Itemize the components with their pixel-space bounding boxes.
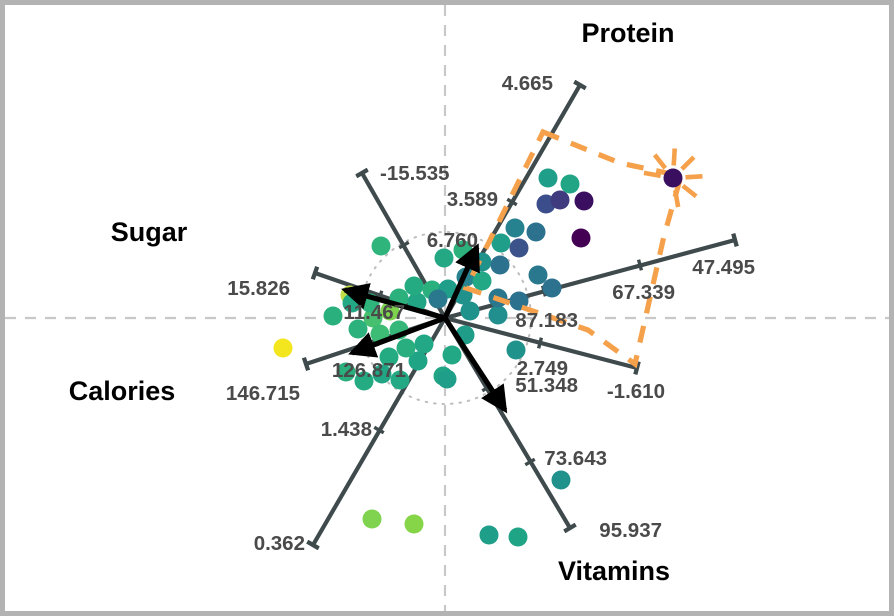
scatter-point [363, 308, 383, 328]
axis-value-label-right-lower: -1.610 [607, 380, 665, 403]
scatter-point [371, 236, 391, 256]
unit-circle [358, 231, 532, 405]
cluster-hull [462, 128, 685, 369]
highlight-spoke [681, 183, 698, 199]
scatter-point [538, 168, 558, 188]
scatter-point [323, 306, 343, 326]
scatter-point [571, 228, 591, 248]
scatter-point [505, 218, 525, 238]
scatter-point [442, 345, 462, 365]
scatter-point [506, 340, 526, 360]
highlight-spoke [652, 153, 668, 170]
axis-value-label-vitamins-lower: 95.937 [599, 519, 662, 542]
scatter-point [408, 351, 428, 371]
axis-value-label-protein-upper: 4.665 [502, 72, 553, 95]
scatter-point [434, 248, 454, 268]
scatter-point [488, 305, 508, 325]
highlight-spoke [680, 155, 696, 171]
scatter-point [490, 255, 510, 275]
scatter-point [379, 347, 399, 367]
axis-value-label-calories-left: 146.715 [226, 382, 300, 405]
scatter-point [479, 525, 499, 545]
axis-tick-vitamins-lower-1 [524, 457, 536, 467]
variable-label-vitamins: Vitamins [558, 556, 670, 586]
scatter-point [526, 222, 546, 242]
scatter-point [551, 470, 571, 490]
loading-vectors [341, 243, 508, 414]
unit-circle [358, 231, 532, 405]
scatter-point [574, 191, 594, 211]
axis-value-label-sugar-mid: 6.760 [427, 229, 478, 252]
scatter-point [396, 338, 416, 358]
scatter-point [428, 289, 448, 309]
scatter-point [362, 509, 382, 529]
highlight-spoke [685, 173, 703, 180]
highlighted-point [643, 148, 703, 208]
axis-value-label-vitamins-inner: 51.348 [515, 374, 578, 397]
axis-tick-right-lower-0 [536, 337, 544, 349]
scatter-point [354, 371, 374, 391]
highlight-spoke [643, 170, 662, 179]
vitamins-loading [442, 316, 508, 414]
axis-value-label-right-inner: 87.183 [515, 309, 578, 332]
axis-tick-labels: 4.665 -15.535 3.589 6.760 15.826 11.467 146.71… [226, 72, 755, 555]
axis-value-label-right-upper: 47.495 [692, 256, 755, 279]
scatter-point [372, 364, 392, 384]
biplot-svg: 4.665 -15.535 3.589 6.760 15.826 11.467 146.71… [5, 5, 889, 611]
sugar-loading [341, 283, 446, 321]
variable-label-protein: Protein [581, 18, 674, 48]
scatter-point [414, 334, 434, 354]
axis-value-label-sugar-upper: -15.535 [380, 162, 450, 185]
variable-label-sugar: Sugar [111, 217, 188, 247]
scatter-point [508, 527, 528, 547]
axis-tick-protein-upper-0 [506, 197, 518, 207]
biplot-canvas: 4.665 -15.535 3.589 6.760 15.826 11.467 146.71… [5, 5, 889, 611]
scatter-point [528, 265, 548, 285]
scatter-point [472, 271, 492, 291]
highlight-spoke [672, 189, 681, 208]
axis-value-label-calories-mid: 126.871 [332, 359, 406, 382]
axis-value-label-sugar-left-mid: 11.467 [343, 301, 405, 324]
scatter-point [390, 370, 410, 390]
highlighted-scatter-point [663, 168, 683, 188]
cluster-hull-outline [462, 128, 685, 369]
axis-value-label-sugar-left: 15.826 [227, 277, 290, 300]
axis-value-label-protein-mid: 3.589 [447, 188, 498, 211]
axis-value-label-right-lower-mid: 2.749 [517, 357, 568, 380]
axis-value-label-right-mid: 67.339 [612, 281, 675, 304]
axis-value-label-vitamins-mid: 73.643 [544, 447, 607, 470]
variable-label-calories: Calories [69, 376, 176, 406]
scatter-point [491, 233, 511, 253]
axis-value-label-bottom-left: 0.362 [254, 532, 305, 555]
scatter-point [460, 301, 480, 321]
protein-loading [442, 243, 480, 320]
axis-tick-right-upper-1 [636, 259, 644, 271]
axis-value-label-bottom-left-mid: 1.438 [321, 418, 372, 441]
scatter-point [542, 278, 562, 298]
scatter-point [437, 369, 457, 389]
scatter-point [336, 362, 356, 382]
calories-loading [348, 315, 446, 358]
scatter-point [560, 174, 580, 194]
axis-tick-sugar-upper-0 [398, 240, 410, 250]
scatter-point [273, 338, 293, 358]
scatter-point [509, 238, 529, 258]
scatter-point [550, 190, 570, 210]
highlight-spoke [671, 148, 678, 166]
scatter-point [404, 514, 424, 534]
variable-name-labels: Protein Sugar Calories Vitamins [69, 18, 675, 586]
axis-tick-bottom-left-0 [373, 425, 385, 435]
scatter-point [404, 276, 424, 296]
